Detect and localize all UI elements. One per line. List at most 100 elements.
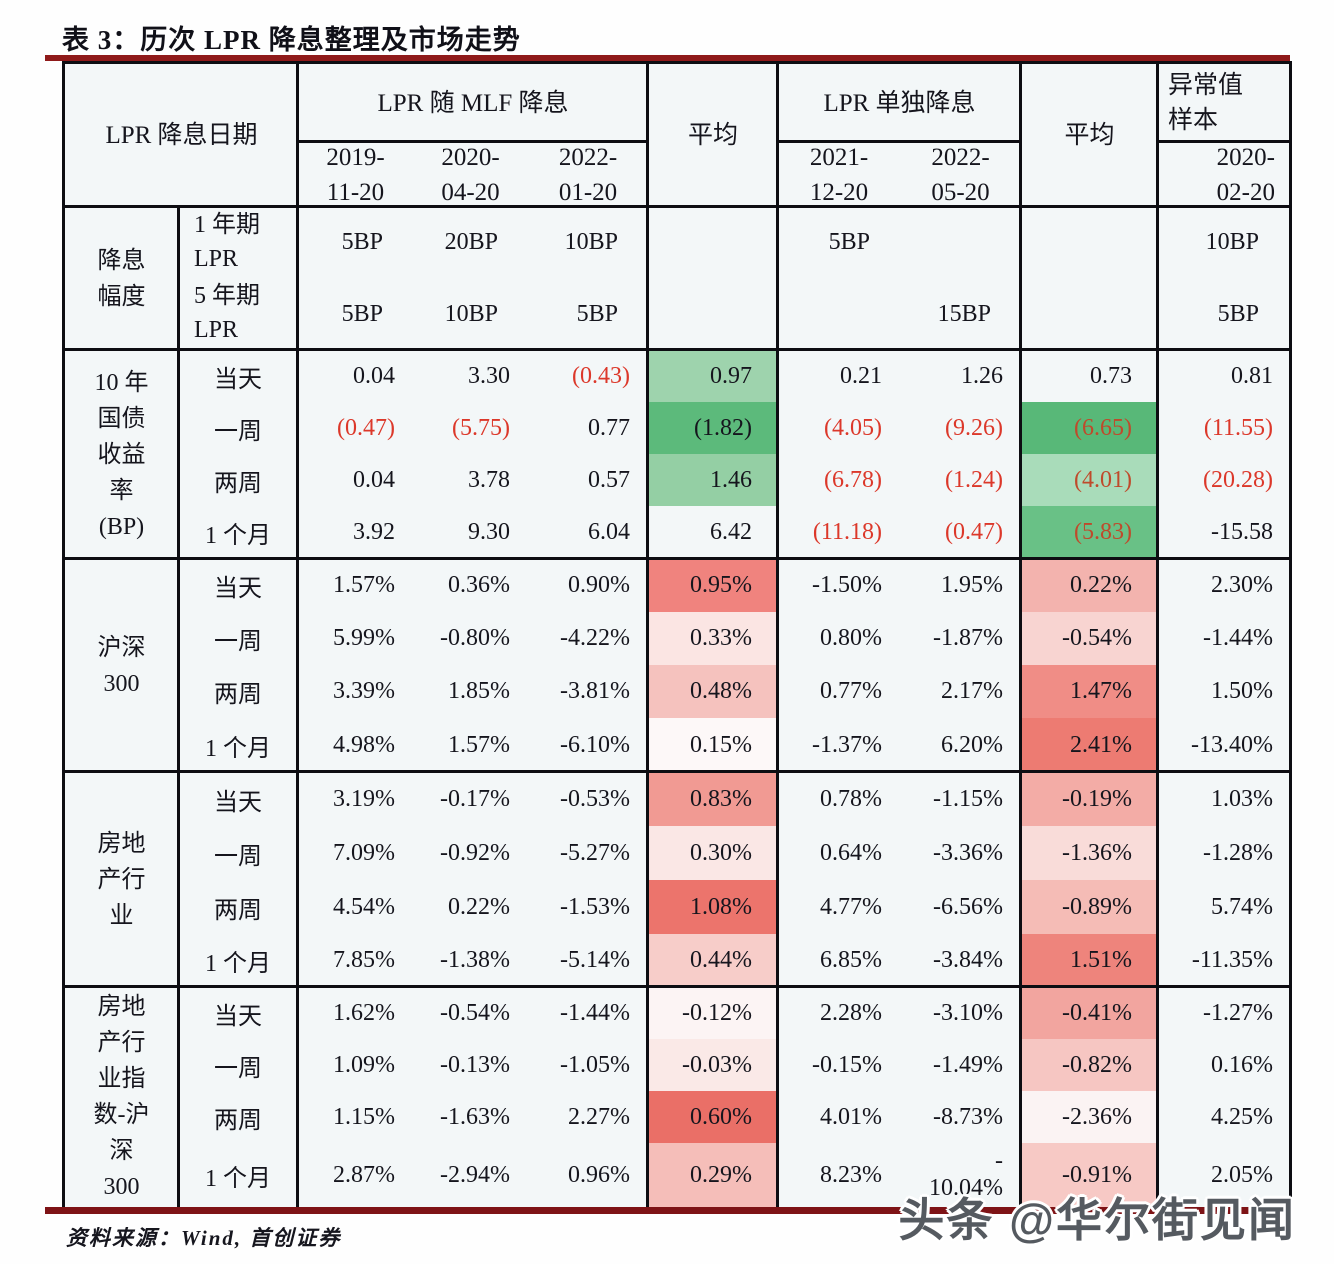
table-cell: -1.28% — [1203, 839, 1273, 866]
table-cell: 10 年 国债 收益 率 (BP) — [94, 369, 149, 540]
table-cell: 一周 — [214, 629, 262, 655]
header-date: 2020- 02-20 — [1216, 143, 1275, 206]
table-cell: -1.63% — [440, 1103, 510, 1130]
table-cell: 0.04 — [353, 466, 395, 493]
table-cell: 当天 — [214, 366, 262, 393]
table-border-line — [296, 140, 646, 143]
table-cell: 7.09% — [333, 839, 395, 866]
table-border-line — [65, 348, 1289, 351]
table-cell: 7.85% — [333, 947, 395, 973]
table-cell: 1.03% — [1211, 785, 1273, 812]
table-cell: 0.57 — [588, 466, 630, 493]
table-cell: -1.87% — [933, 625, 1003, 651]
header-outlier: 异常值 样本 — [1168, 72, 1244, 134]
table-cell: 2.30% — [1211, 572, 1273, 598]
header-date: 2021- 12-20 — [809, 143, 869, 206]
table-cell: 0.22% — [448, 893, 510, 920]
table-cell: 0.16% — [1211, 1051, 1273, 1078]
table-cell: 10BP — [1205, 229, 1259, 255]
table-cell: 5BP — [1217, 300, 1259, 327]
table-cell: 5BP — [341, 229, 383, 255]
table-cell: -4.22% — [560, 625, 630, 651]
table-cell: 当天 — [214, 576, 262, 602]
table-border-line — [177, 207, 180, 1207]
table-cell: 0.64% — [820, 839, 882, 866]
table-cell: 4.01% — [820, 1103, 882, 1130]
table-cell: 1.50% — [1211, 678, 1273, 704]
table-cell: 1 个月 — [205, 1165, 271, 1192]
table-cell: 5.74% — [1211, 893, 1273, 920]
table-cell: 当天 — [214, 1003, 262, 1030]
table-cell: 2.27% — [568, 1103, 630, 1130]
table-cell: (6.65) — [1021, 402, 1158, 454]
table-cell: -1.38% — [440, 947, 510, 973]
table-cell: 0.77 — [588, 414, 630, 441]
table-cell: 0.81 — [1231, 362, 1273, 389]
table-cell: -0.82% — [1021, 1039, 1158, 1091]
table-cell: -1.44% — [560, 999, 630, 1026]
table-cell: (11.55) — [1203, 414, 1273, 441]
table-cell: (5.83) — [1021, 506, 1158, 559]
table-cell: 1 个月 — [205, 951, 271, 977]
table-cell: 两周 — [214, 682, 262, 708]
table-cell: -0.54% — [440, 999, 510, 1026]
table-cell: 0.22% — [1021, 559, 1158, 612]
table-border-line — [776, 140, 1019, 143]
table-cell: 两周 — [214, 897, 262, 924]
table-cell: -1.36% — [1021, 826, 1158, 880]
table-cell: 房地 产行 业指 数-沪 深 300 — [93, 994, 150, 1200]
table-cell: (0.43) — [572, 362, 630, 389]
table-border-line — [65, 205, 1289, 208]
table-cell: - 10.04% — [929, 1148, 1003, 1201]
header-date: 2022- 01-20 — [558, 143, 618, 206]
table-cell: (1.82) — [648, 402, 778, 454]
header-date: 2022- 05-20 — [931, 143, 990, 206]
table-cell: 3.39% — [333, 678, 395, 704]
table-cell: -5.14% — [560, 947, 630, 973]
table-cell: 0.04 — [353, 362, 395, 389]
table-cell: (4.01) — [1021, 454, 1158, 506]
title-underline-rule — [45, 55, 1290, 61]
table-cell: 9.30 — [468, 519, 510, 545]
table-cell: 5BP — [828, 229, 870, 255]
lpr-table: LPR 降息日期 LPR 随 MLF 降息 2019- 11-20 2020- … — [62, 61, 1292, 1210]
header-average-2: 平均 — [1064, 122, 1115, 149]
table-cell: 一周 — [214, 843, 262, 870]
table-cell: 两周 — [214, 470, 262, 497]
table-cell: 10BP — [564, 229, 618, 255]
source-note: 资料来源：Wind, 首创证券 — [66, 1226, 342, 1250]
table-cell: 1.95% — [941, 572, 1003, 598]
table-cell: 1 年期 LPR — [194, 211, 260, 272]
table-cell: 0.77% — [820, 678, 882, 704]
table-cell: -0.92% — [440, 839, 510, 866]
table-cell: 10BP — [444, 300, 498, 327]
table-cell: 4.25% — [1211, 1103, 1273, 1130]
table-cell: -0.19% — [1021, 772, 1158, 826]
table-cell: 0.21 — [840, 362, 882, 389]
table-cell: 1 个月 — [205, 523, 271, 549]
table-cell: -0.13% — [440, 1051, 510, 1078]
header-group-mlf: LPR 随 MLF 降息 — [377, 89, 569, 117]
table-cell: 4.77% — [820, 893, 882, 920]
table-cell: -0.89% — [1021, 880, 1158, 934]
table-cell: 0.30% — [648, 826, 778, 880]
table-cell: -11.35% — [1191, 947, 1273, 973]
table-cell: 1 个月 — [205, 735, 271, 762]
table-cell: 5BP — [576, 300, 618, 327]
table-cell: 3.92 — [353, 519, 395, 545]
table-border-line — [65, 770, 1289, 773]
table-border-line — [65, 557, 1289, 560]
table-cell: 0.48% — [648, 665, 778, 718]
table-cell: 0.96% — [568, 1161, 630, 1188]
table-cell: 1.62% — [333, 999, 395, 1026]
table-border-line — [776, 64, 779, 1207]
table-cell: (0.47) — [337, 414, 395, 441]
table-cell: 一周 — [214, 418, 262, 445]
table-cell: -2.36% — [1021, 1091, 1158, 1143]
table-cell: -3.10% — [933, 999, 1003, 1026]
header-group-solo: LPR 单独降息 — [823, 89, 976, 117]
table-cell: 0.80% — [820, 625, 882, 651]
table-cell: 0.90% — [568, 572, 630, 598]
table-cell: -0.41% — [1021, 987, 1158, 1039]
table-cell: 1.46 — [648, 454, 778, 506]
